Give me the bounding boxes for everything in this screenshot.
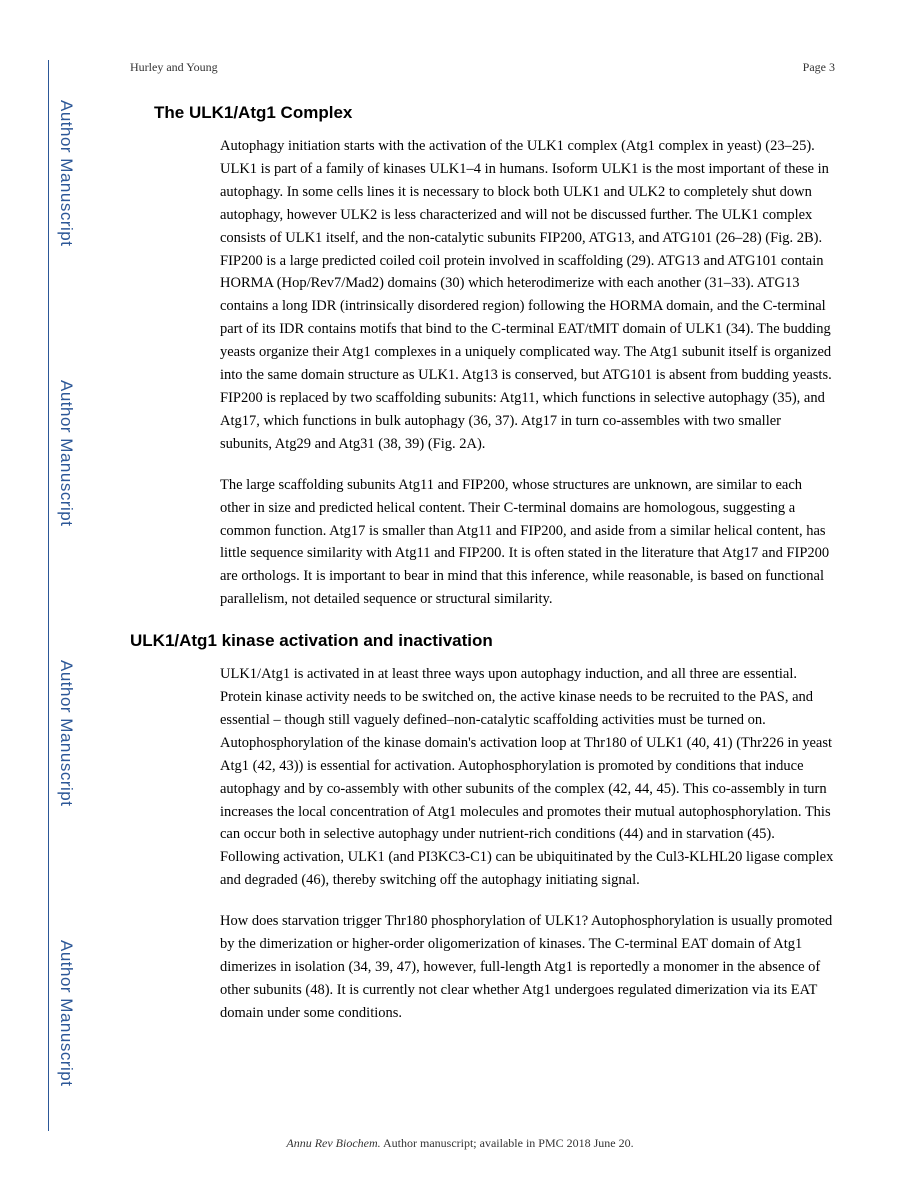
body-paragraph: The large scaffolding subunits Atg11 and…: [220, 474, 835, 611]
body-paragraph: How does starvation trigger Thr180 phosp…: [220, 910, 835, 1025]
watermark-text: Author Manuscript: [56, 940, 76, 1086]
body-paragraph: Autophagy initiation starts with the act…: [220, 135, 835, 456]
watermark-text: Author Manuscript: [56, 380, 76, 526]
body-paragraph: ULK1/Atg1 is activated in at least three…: [220, 663, 835, 892]
header-authors: Hurley and Young: [130, 60, 218, 75]
section-heading-kinase-activation: ULK1/Atg1 kinase activation and inactiva…: [130, 631, 835, 651]
section-heading-ulk1-complex: The ULK1/Atg1 Complex: [154, 103, 835, 123]
watermark-text: Author Manuscript: [56, 660, 76, 806]
header-page-number: Page 3: [803, 60, 835, 75]
watermark-text: Author Manuscript: [56, 100, 76, 246]
footer-text: Author manuscript; available in PMC 2018…: [381, 1136, 634, 1150]
page-header: Hurley and Young Page 3: [130, 60, 835, 75]
footer-journal: Annu Rev Biochem.: [286, 1136, 380, 1150]
page-footer: Annu Rev Biochem. Author manuscript; ava…: [0, 1136, 920, 1151]
watermark-sidebar: Author Manuscript Author Manuscript Auth…: [48, 60, 78, 1131]
watermark-vertical-line: [48, 60, 49, 1131]
